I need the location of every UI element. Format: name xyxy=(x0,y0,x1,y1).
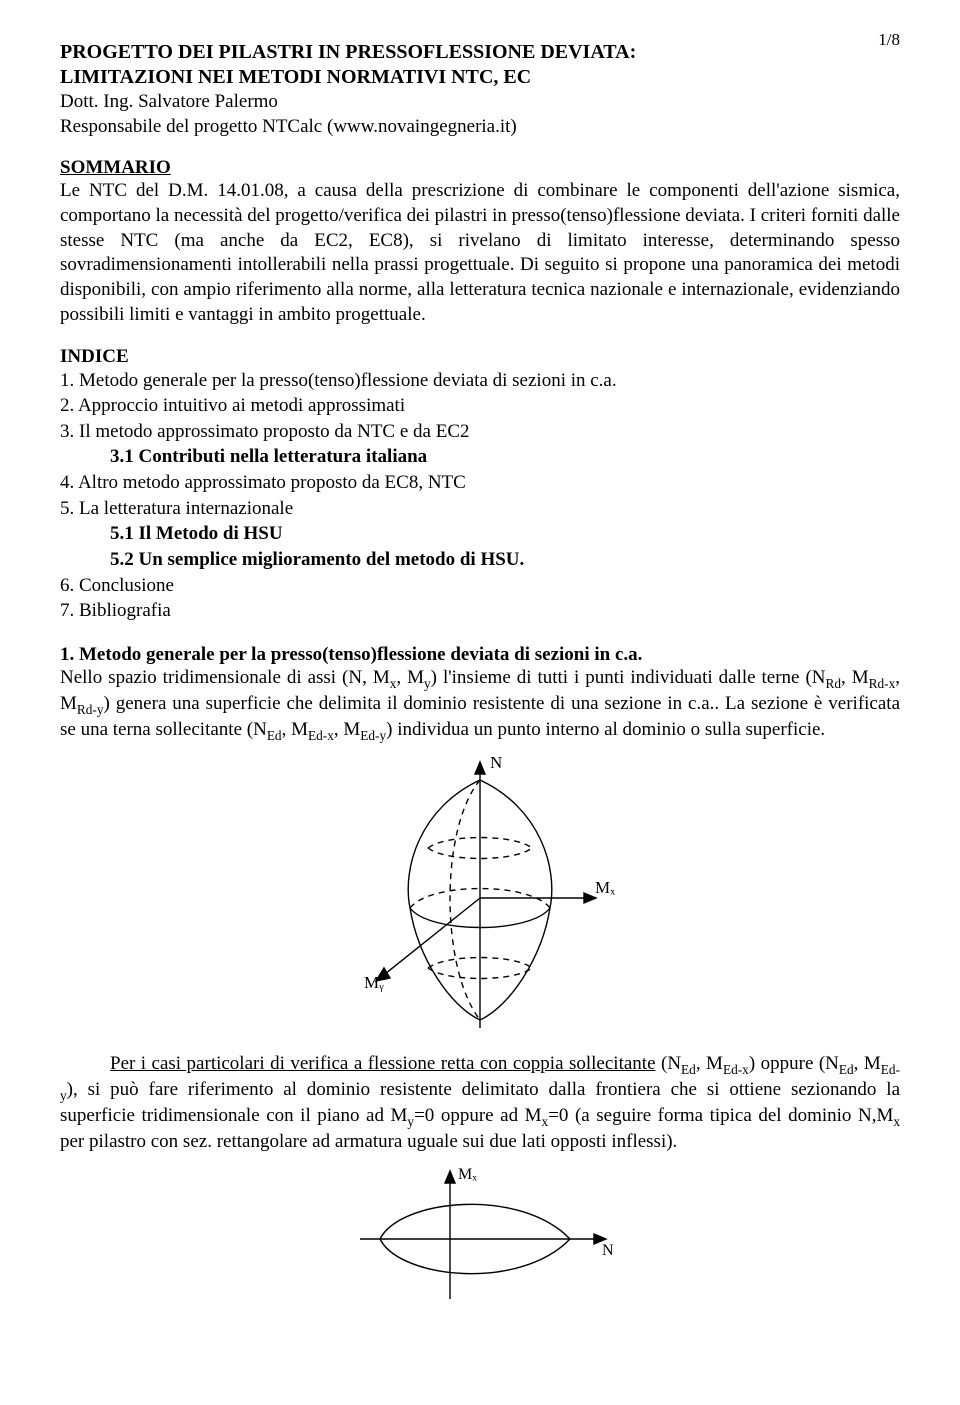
indice-item-6: 6. Conclusione xyxy=(60,573,900,599)
indice-item-5-2: 5.2 Un semplice miglioramento del metodo… xyxy=(60,547,900,573)
axis2-label-Mx: Mₓ xyxy=(458,1166,477,1183)
sommario-body: Le NTC del D.M. 14.01.08, a causa della … xyxy=(60,179,900,327)
indice-item-3: 3. Il metodo approssimato proposto da NT… xyxy=(60,419,900,445)
sommario-heading: SOMMARIO xyxy=(60,157,900,179)
section-1-heading: 1. Metodo generale per la presso(tenso)f… xyxy=(60,644,900,666)
indice-item-5-1: 5.1 Il Metodo di HSU xyxy=(60,521,900,547)
indice-item-2: 2. Approccio intuitivo ai metodi appross… xyxy=(60,393,900,419)
axis-label-N: N xyxy=(490,753,502,772)
interaction-domain-2d-diagram: Mₓ N xyxy=(60,1159,900,1309)
author-line: Dott. Ing. Salvatore Palermo xyxy=(60,90,900,115)
indice-item-4: 4. Altro metodo approssimato proposto da… xyxy=(60,470,900,496)
underlined-phrase: Per i casi particolari di verifica a fle… xyxy=(110,1053,656,1074)
indice-item-7: 7. Bibliografia xyxy=(60,598,900,624)
axis-label-My: Mᵧ xyxy=(364,973,384,992)
indice-heading: INDICE xyxy=(60,346,900,368)
affiliation-line: Responsabile del progetto NTCalc (www.no… xyxy=(60,115,900,140)
indice-item-1: 1. Metodo generale per la presso(tenso)f… xyxy=(60,368,900,394)
page-number: 1/8 xyxy=(878,30,900,50)
page: 1/8 PROGETTO DEI PILASTRI IN PRESSOFLESS… xyxy=(0,0,960,1405)
indice-item-5: 5. La letteratura internazionale xyxy=(60,496,900,522)
document-title-line2: LIMITAZIONI NEI METODI NORMATIVI NTC, EC xyxy=(60,65,900,90)
axis2-label-N: N xyxy=(602,1242,614,1259)
interaction-domain-3d-diagram: N Mₓ Mᵧ xyxy=(60,748,900,1048)
document-title-line1: PROGETTO DEI PILASTRI IN PRESSOFLESSIONE… xyxy=(60,40,900,65)
axis-label-Mx: Mₓ xyxy=(595,878,615,897)
section-1-para-2: Per i casi particolari di verifica a fle… xyxy=(60,1052,900,1155)
indice-item-3-1: 3.1 Contributi nella letteratura italian… xyxy=(60,444,900,470)
section-1-para-1: Nello spazio tridimensionale di assi (N,… xyxy=(60,666,900,744)
